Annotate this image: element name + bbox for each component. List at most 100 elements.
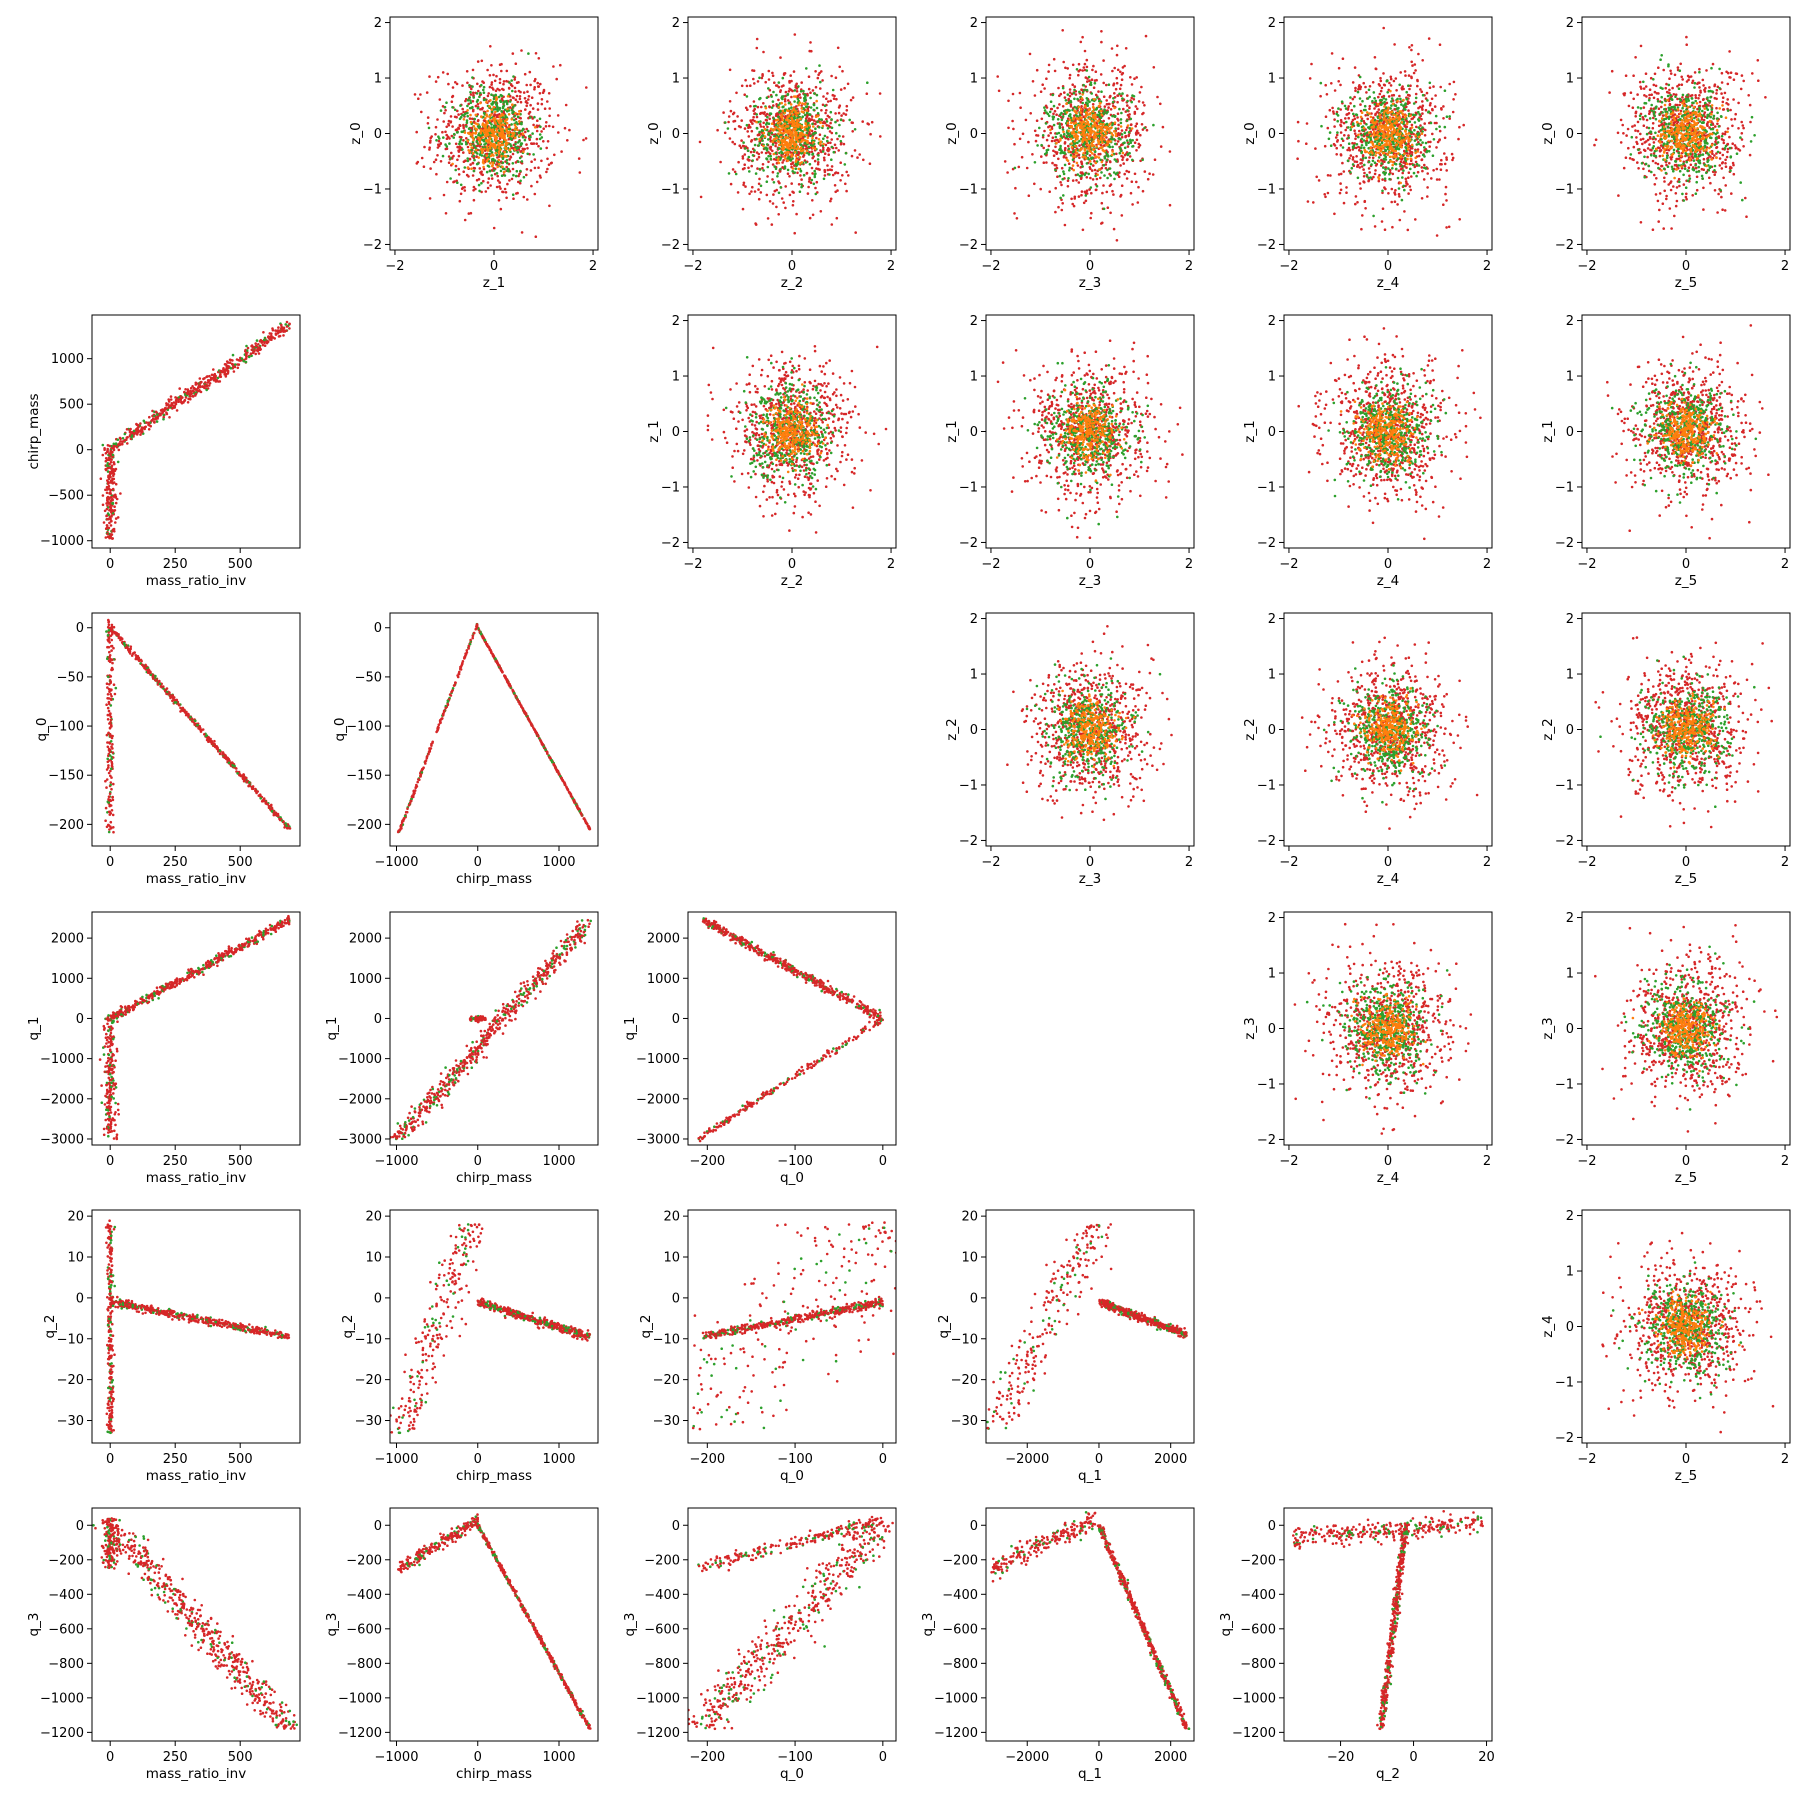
data-point — [800, 178, 803, 181]
data-point — [524, 108, 527, 111]
data-point — [1095, 184, 1099, 188]
data-point — [499, 187, 502, 190]
data-point — [1329, 174, 1332, 177]
data-point — [1110, 132, 1113, 135]
data-point — [520, 121, 523, 124]
data-point — [1066, 185, 1070, 188]
data-point — [1093, 122, 1097, 126]
data-point — [1397, 192, 1401, 196]
data-point — [787, 144, 790, 147]
data-point — [503, 134, 506, 137]
data-point — [746, 130, 749, 133]
data-point — [490, 123, 493, 126]
data-point — [819, 87, 822, 90]
data-point — [472, 125, 476, 128]
data-point — [1414, 69, 1417, 72]
data-point — [742, 183, 745, 187]
data-point — [726, 127, 730, 130]
data-point — [1090, 144, 1094, 148]
data-point — [789, 159, 793, 162]
data-point — [1130, 127, 1134, 130]
data-point — [485, 139, 488, 142]
data-point — [797, 167, 800, 171]
data-point — [771, 140, 774, 143]
data-point — [1125, 177, 1129, 180]
data-point — [807, 117, 811, 120]
data-point — [537, 85, 540, 88]
data-point — [495, 153, 499, 157]
data-point — [1065, 134, 1068, 138]
data-point — [1395, 89, 1398, 92]
data-point — [476, 82, 479, 86]
data-point — [1086, 147, 1089, 150]
data-point — [1129, 191, 1133, 195]
data-point — [806, 102, 809, 106]
data-point — [471, 100, 475, 103]
data-point — [1117, 127, 1120, 130]
data-point — [1396, 203, 1399, 206]
data-point — [491, 128, 495, 131]
data-point — [793, 33, 797, 36]
data-point — [1137, 185, 1140, 189]
data-point — [546, 167, 549, 171]
data-point — [1392, 79, 1396, 83]
data-point — [1338, 191, 1342, 195]
data-point — [755, 120, 758, 124]
data-point — [802, 89, 805, 93]
x-tick-label: −2 — [981, 259, 1000, 274]
data-point — [480, 115, 483, 118]
data-point — [723, 131, 727, 135]
data-point — [528, 70, 532, 74]
data-point — [778, 111, 781, 114]
data-point — [467, 212, 471, 215]
data-point — [778, 170, 782, 173]
data-point — [834, 76, 838, 79]
data-point — [1088, 100, 1091, 104]
data-point — [810, 150, 814, 153]
data-point — [1082, 83, 1085, 87]
data-point — [811, 146, 815, 150]
data-point — [498, 115, 502, 118]
data-point — [1117, 119, 1120, 122]
data-point — [1399, 100, 1402, 103]
data-point — [761, 134, 764, 137]
data-point — [794, 135, 798, 138]
data-point — [428, 141, 432, 144]
data-point — [1116, 140, 1120, 143]
data-point — [487, 157, 490, 161]
data-point — [1128, 155, 1132, 158]
data-point — [1404, 184, 1407, 188]
data-point — [794, 163, 797, 166]
data-point — [463, 166, 467, 169]
data-point — [496, 133, 499, 136]
data-point — [822, 156, 826, 160]
data-point — [1406, 228, 1410, 232]
data-point — [806, 151, 809, 155]
data-point — [1416, 170, 1420, 174]
data-point — [767, 87, 770, 90]
data-point — [428, 146, 432, 149]
data-point — [761, 166, 764, 170]
data-point — [729, 182, 733, 186]
data-point — [536, 81, 539, 85]
data-point — [475, 139, 479, 143]
data-point — [1109, 183, 1113, 186]
data-point — [466, 81, 469, 85]
data-point — [1109, 94, 1112, 98]
data-point — [1368, 107, 1371, 111]
data-point — [1109, 211, 1112, 215]
data-point — [493, 113, 496, 116]
data-point — [738, 144, 741, 147]
data-point — [795, 90, 799, 93]
data-point — [804, 161, 808, 164]
data-point — [1445, 169, 1448, 172]
data-point — [780, 197, 784, 200]
data-point — [803, 126, 807, 129]
data-point — [829, 141, 832, 145]
data-point — [826, 139, 829, 143]
data-point — [1371, 81, 1375, 84]
data-point — [784, 185, 787, 188]
data-point — [1049, 131, 1052, 135]
data-point — [830, 118, 833, 121]
